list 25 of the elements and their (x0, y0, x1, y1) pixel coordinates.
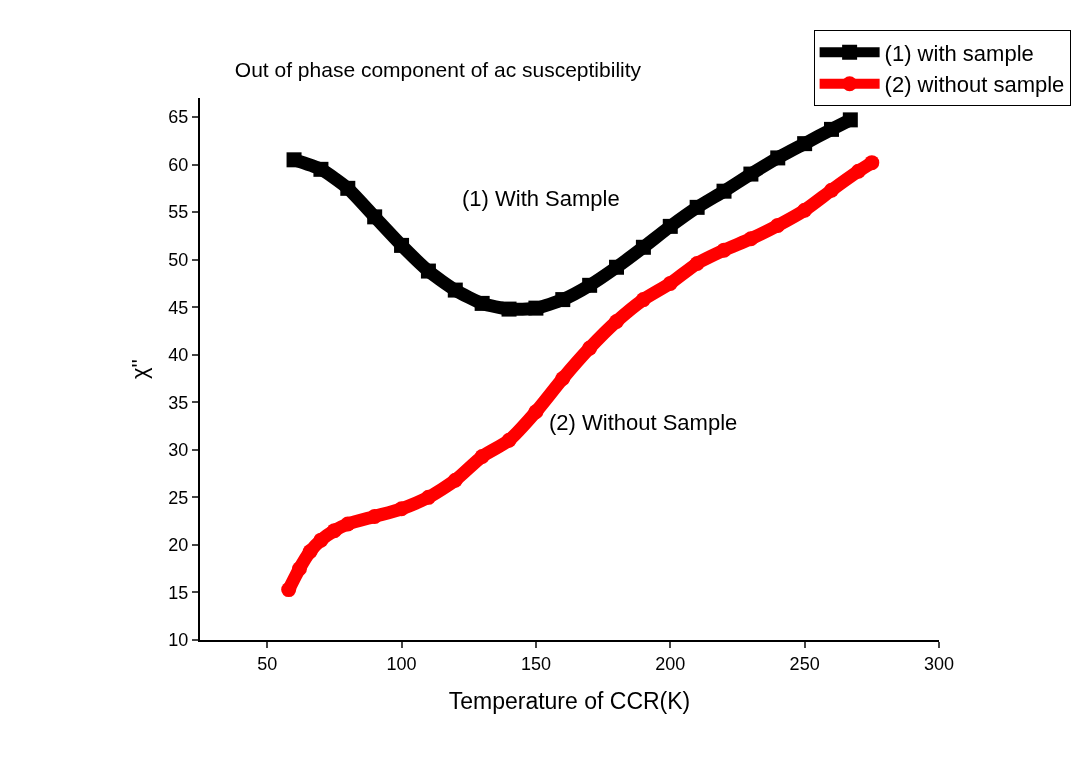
x-tick-label: 250 (789, 653, 820, 674)
x-tick-label: 150 (520, 653, 551, 674)
x-tick-label: 100 (386, 653, 417, 674)
x-tick-label: 300 (923, 653, 955, 674)
y-axis-title: χ'' (126, 359, 152, 379)
chart-title: Out of phase component of ac susceptibility (234, 58, 642, 82)
annotation: (1) With Sample (462, 186, 620, 211)
y-tick-label: 55 (168, 202, 189, 223)
y-tick-label: 10 (168, 630, 189, 651)
y-tick-label: 15 (168, 582, 189, 603)
y-tick-label: 20 (168, 535, 189, 556)
y-tick-label: 45 (168, 297, 189, 318)
legend-label: (2) without sample (884, 72, 1065, 98)
annotation: (2) Without Sample (549, 410, 738, 435)
x-tick-label: 50 (257, 653, 278, 674)
y-tick-label: 25 (168, 487, 189, 508)
y-tick-label: 30 (168, 440, 189, 461)
legend-label: (1) with sample (884, 40, 1034, 66)
y-tick-label: 65 (168, 107, 189, 128)
y-tick-label: 60 (168, 154, 189, 175)
y-tick-label: 50 (168, 249, 189, 270)
x-tick-label: 200 (655, 653, 686, 674)
x-axis-title: Temperature of CCR(K) (448, 687, 691, 714)
y-tick-label: 35 (168, 392, 189, 413)
y-tick-label: 40 (168, 345, 189, 366)
